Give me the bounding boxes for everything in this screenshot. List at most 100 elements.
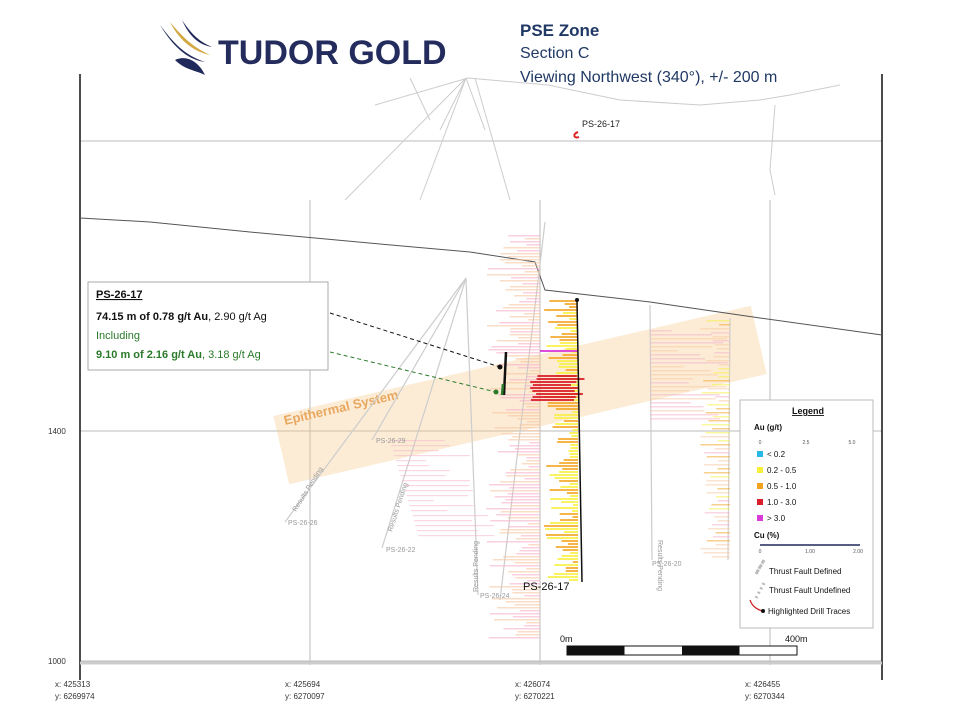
assay-bar (536, 393, 583, 395)
assay-bar (572, 561, 578, 563)
assay-bar (521, 463, 540, 465)
assay-bar (522, 283, 540, 285)
assay-bar (650, 414, 719, 416)
assay-bar (493, 619, 540, 621)
assay-bar (526, 568, 540, 570)
assay-bar (704, 452, 730, 454)
interval-marker (502, 351, 508, 396)
assay-bar (703, 472, 730, 474)
assay-bar (558, 366, 578, 368)
assay-bar (546, 537, 578, 539)
assay-bar (486, 274, 540, 276)
assay-bar (701, 392, 730, 394)
assay-bar (529, 442, 540, 444)
assay-bar (492, 412, 540, 414)
assay-bar (705, 412, 730, 414)
assay-bar (532, 390, 575, 392)
assay-bar (572, 516, 578, 518)
assay-bar (706, 320, 730, 322)
assay-bar (707, 388, 730, 390)
assay-bar (491, 346, 540, 348)
legend-item: Highlighted Drill Traces (768, 607, 850, 616)
elevation-label: 1000 (48, 657, 66, 666)
assay-bar (503, 373, 540, 375)
legend-class: < 0.2 (767, 450, 786, 459)
elevation-label: 1400 (48, 427, 66, 436)
assay-bar (715, 344, 730, 346)
assay-bar (546, 345, 578, 347)
assay-bar (714, 352, 730, 354)
assay-bar (501, 433, 540, 435)
assay-bar (565, 369, 578, 371)
assay-bar (406, 495, 469, 497)
assay-bar (710, 476, 730, 478)
assay-bar (527, 421, 540, 423)
assay-bar (487, 268, 540, 270)
assay-bar (510, 331, 540, 333)
assay-bar (650, 402, 691, 404)
assay-bar (717, 348, 730, 350)
scale-segment (682, 646, 740, 655)
assay-bar (525, 376, 540, 378)
assay-bar (536, 378, 585, 380)
assay-bar (526, 460, 540, 462)
assay-bar (570, 330, 578, 332)
assay-bar (711, 556, 730, 558)
assay-bar (526, 457, 540, 459)
assay-bar (568, 450, 578, 452)
assay-bar (400, 475, 446, 477)
assay-bar (540, 350, 578, 352)
assay-bar (572, 504, 578, 506)
cu-scale: 1.00 (805, 549, 815, 555)
assay-bar (505, 472, 540, 474)
assay-bar (408, 500, 434, 502)
assay-bar (524, 385, 540, 387)
assay-bar (564, 303, 578, 305)
coord-y: y: 6269974 (55, 692, 95, 701)
assay-bar (561, 333, 578, 335)
assay-bar (718, 368, 730, 370)
assay-bar (650, 394, 720, 396)
assay-bar (499, 364, 540, 366)
assay-bar (505, 601, 540, 603)
fault-defined (754, 559, 766, 575)
assay-bar (716, 408, 730, 410)
assay-bar (486, 508, 540, 510)
assay-bar (503, 247, 540, 249)
trace (727, 317, 731, 561)
assay-bar (715, 496, 730, 498)
trace (371, 277, 467, 441)
assay-bar (515, 538, 540, 540)
assay-bar (528, 466, 540, 468)
assay-bar (524, 271, 540, 273)
interval-ag: , 2.90 g/t Ag (208, 311, 267, 323)
assay-bar (565, 567, 578, 569)
assay-bar (711, 384, 730, 386)
assay-bar (402, 480, 471, 482)
assay-bar (511, 574, 540, 576)
assay-bar (718, 376, 730, 378)
logo-wing (170, 22, 210, 55)
assay-bar (505, 355, 540, 357)
assay-bar (650, 354, 701, 356)
assay-bar (559, 471, 578, 473)
assay-bar (521, 547, 540, 549)
legend-item: Thrust Fault Undefined (769, 586, 850, 595)
assay-bar (565, 570, 578, 572)
assay-bar (530, 399, 574, 401)
assay-bar (488, 349, 540, 351)
legend-class: > 3.0 (767, 514, 786, 523)
assay-bar (403, 485, 470, 487)
leader-end (493, 389, 499, 395)
assay-bar (650, 358, 705, 360)
assay-bar (567, 543, 578, 545)
assay-bar (526, 244, 540, 246)
hole-status: Results Pending (656, 540, 663, 591)
leader (329, 312, 501, 368)
highlight-dot (761, 609, 765, 613)
cu-scale: 2.00 (853, 549, 863, 555)
assay-bar (719, 324, 730, 326)
assay-bar (509, 334, 540, 336)
assay-bar (711, 504, 730, 506)
trace (381, 277, 467, 549)
